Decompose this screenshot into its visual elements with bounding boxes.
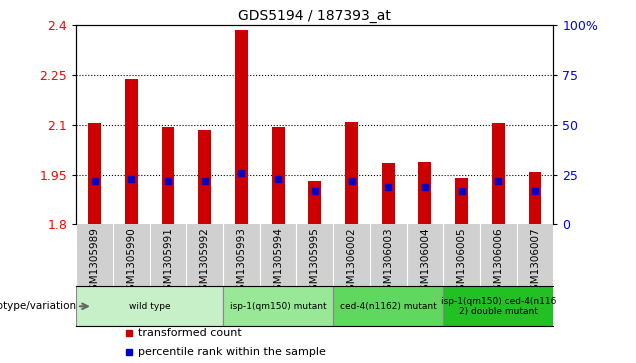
Bar <box>529 172 541 224</box>
Text: GSM1306003: GSM1306003 <box>384 228 393 297</box>
Text: genotype/variation: genotype/variation <box>0 301 76 311</box>
Text: GSM1306006: GSM1306006 <box>494 228 503 297</box>
Text: GSM1305989: GSM1305989 <box>90 228 100 297</box>
Text: GSM1306004: GSM1306004 <box>420 228 430 297</box>
Bar <box>492 123 505 224</box>
Text: GSM1305995: GSM1305995 <box>310 228 320 297</box>
Text: GSM1305993: GSM1305993 <box>237 228 246 297</box>
Text: transformed count: transformed count <box>139 329 242 338</box>
Text: GSM1305994: GSM1305994 <box>273 228 283 297</box>
Bar <box>333 286 443 326</box>
Text: GSM1306005: GSM1306005 <box>457 228 467 297</box>
Title: GDS5194 / 187393_at: GDS5194 / 187393_at <box>238 9 391 23</box>
Text: GSM1305990: GSM1305990 <box>127 228 136 297</box>
Text: GSM1305992: GSM1305992 <box>200 228 210 297</box>
Bar <box>223 286 333 326</box>
Bar <box>382 163 394 224</box>
Text: ced-4(n1162) mutant: ced-4(n1162) mutant <box>340 302 436 311</box>
Text: GSM1306002: GSM1306002 <box>347 228 357 297</box>
Bar <box>455 178 468 224</box>
Text: isp-1(qm150) ced-4(n116
2) double mutant: isp-1(qm150) ced-4(n116 2) double mutant <box>441 297 556 316</box>
Bar <box>198 130 211 224</box>
Text: GSM1305991: GSM1305991 <box>163 228 173 297</box>
Text: GSM1306007: GSM1306007 <box>530 228 540 297</box>
Bar <box>235 30 248 224</box>
Bar <box>162 127 174 224</box>
Bar <box>76 286 223 326</box>
Text: wild type: wild type <box>129 302 170 311</box>
Text: isp-1(qm150) mutant: isp-1(qm150) mutant <box>230 302 326 311</box>
Bar <box>308 182 321 224</box>
Bar <box>88 123 101 224</box>
Bar <box>418 162 431 224</box>
Bar <box>443 286 553 326</box>
Text: percentile rank within the sample: percentile rank within the sample <box>139 347 326 357</box>
Bar <box>272 127 284 224</box>
Bar <box>125 79 138 224</box>
Bar <box>345 122 358 224</box>
